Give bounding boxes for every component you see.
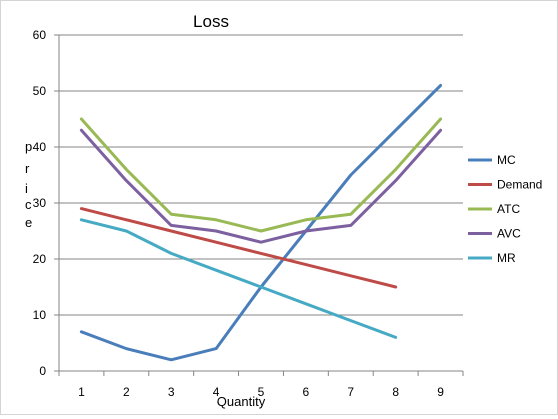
legend-label-atc: ATC [497,202,520,216]
y-axis-label-char: c [25,197,32,212]
y-tick-label: 60 [33,28,47,42]
y-tick-label: 20 [33,252,47,266]
axes [54,34,464,376]
x-tick-label: 5 [258,385,265,399]
x-tick-label: 2 [123,385,130,399]
x-tick-label: 9 [437,385,444,399]
legend-label-mc: MC [497,153,516,167]
x-tick-label: 8 [392,385,399,399]
series-line-avc [79,128,443,244]
legend-label-mr: MR [497,251,516,265]
y-axis-label-char: e [25,215,32,230]
y-axis-label-char: p [25,139,32,154]
y-tick-label: 30 [33,196,47,210]
gridlines [59,34,463,316]
y-tick-label: 40 [33,140,47,154]
x-tick-label: 6 [303,385,310,399]
y-axis-label-char: r [25,161,30,176]
series-line-demand [79,207,398,289]
series-lines [79,83,443,362]
y-tick-label: 10 [33,308,47,322]
x-tick-label: 1 [78,385,85,399]
legend-label-avc: AVC [497,227,521,241]
legend-label-demand: Demand [497,178,542,192]
y-tick-label: 0 [39,364,46,378]
y-tick-label: 50 [33,84,47,98]
x-tick-labels: 1 2 3 4 5 6 7 8 9 [78,385,444,399]
x-tick-label: 7 [347,385,354,399]
x-tick-label: 4 [213,385,220,399]
chart-title: Loss [193,12,229,31]
y-axis-label-char: i [25,181,28,196]
y-tick-labels: 0 10 20 30 40 50 60 [33,28,47,378]
x-tick-label: 3 [168,385,175,399]
series-line-mr [79,218,398,339]
legend: MC Demand ATC AVC MR [468,153,542,265]
series-line-atc [79,117,443,233]
x-axis-label: Quantity [217,394,266,409]
